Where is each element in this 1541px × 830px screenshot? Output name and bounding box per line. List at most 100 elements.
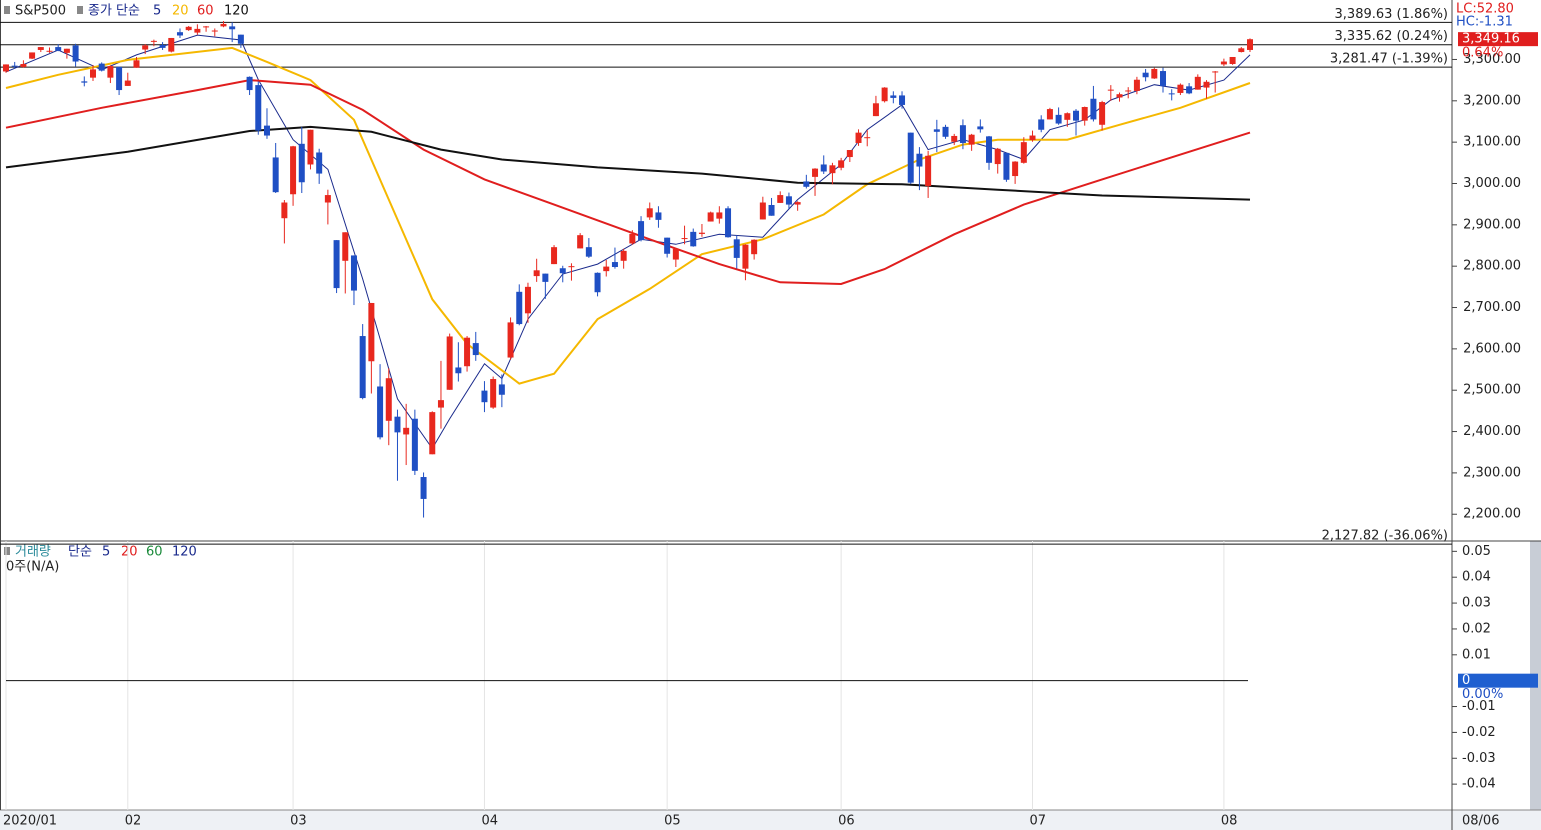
hc-label: HC:-1.31 bbox=[1456, 15, 1513, 30]
y-tick-label: 2,900.00 bbox=[1463, 217, 1521, 232]
change-label: 0.00% bbox=[1462, 687, 1503, 702]
candle-body bbox=[785, 196, 792, 205]
candle-body bbox=[933, 129, 940, 132]
reference-label: 3,389.63 (1.86%) bbox=[1335, 7, 1448, 22]
candle-body bbox=[994, 148, 1001, 165]
candle-body bbox=[350, 255, 357, 291]
y-tick-label: -0.01 bbox=[1462, 699, 1496, 714]
candle-body bbox=[672, 248, 679, 260]
candle-body bbox=[55, 47, 62, 51]
y-tick-label: 0.02 bbox=[1462, 621, 1491, 636]
ma-label: 단순 bbox=[68, 545, 92, 560]
candle-body bbox=[229, 26, 236, 30]
volume-title: 거래량 bbox=[15, 545, 51, 560]
candle-body bbox=[1160, 71, 1167, 86]
candle-body bbox=[490, 379, 497, 408]
candle-body bbox=[638, 221, 645, 241]
candle-body bbox=[1212, 71, 1219, 73]
y-tick-label: 0.03 bbox=[1462, 596, 1491, 611]
candle-body bbox=[838, 160, 845, 168]
candle-body bbox=[377, 386, 384, 438]
candle-body bbox=[1012, 161, 1019, 177]
candle-body bbox=[777, 195, 784, 203]
x-tick-label: 05 bbox=[664, 814, 681, 829]
candle-body bbox=[1029, 135, 1036, 141]
candle-body bbox=[116, 66, 123, 91]
candle-body bbox=[1046, 109, 1053, 120]
current-price-label: 3,349.16 bbox=[1462, 32, 1520, 47]
candle-body bbox=[498, 384, 505, 395]
candle-body bbox=[533, 270, 540, 277]
candle-body bbox=[72, 45, 79, 62]
candle-body bbox=[907, 132, 914, 183]
chart-title: S&P500 bbox=[15, 4, 66, 19]
candle-body bbox=[481, 390, 488, 403]
candle-body bbox=[11, 65, 18, 67]
candle-body bbox=[881, 87, 888, 102]
candle-body bbox=[81, 81, 88, 83]
candle-body bbox=[124, 80, 131, 86]
legend-icon bbox=[77, 6, 83, 14]
candle-body bbox=[820, 164, 827, 172]
candle-body bbox=[1090, 98, 1097, 120]
candle-body bbox=[307, 129, 314, 165]
reference-label: 2,127.82 (-36.06%) bbox=[1322, 529, 1448, 544]
y-tick-label: 3,100.00 bbox=[1463, 135, 1521, 150]
reference-label: 3,335.62 (0.24%) bbox=[1335, 29, 1448, 44]
legend-entry: 20 bbox=[172, 4, 189, 19]
candle-body bbox=[333, 240, 340, 289]
y-tick-label: 3,300.00 bbox=[1463, 52, 1521, 67]
candle-body bbox=[1229, 56, 1236, 65]
ma-label: 종가 단순 bbox=[88, 4, 140, 19]
candle-body bbox=[1064, 113, 1071, 120]
y-tick-label: 2,800.00 bbox=[1463, 259, 1521, 274]
candle-body bbox=[220, 23, 227, 27]
candle-body bbox=[611, 262, 618, 268]
candle-body bbox=[203, 26, 210, 28]
ma-line bbox=[5, 46, 1251, 385]
candle-body bbox=[263, 125, 270, 136]
x-tick-label: 06 bbox=[838, 814, 855, 829]
candle-body bbox=[855, 132, 862, 143]
candle-body bbox=[1081, 107, 1088, 121]
candle-body bbox=[725, 208, 732, 238]
candle-body bbox=[420, 477, 427, 499]
candle-body bbox=[1020, 142, 1027, 163]
candle-body bbox=[794, 202, 801, 205]
candle-body bbox=[829, 165, 836, 174]
candle-body bbox=[1194, 76, 1201, 90]
candle-body bbox=[507, 322, 514, 358]
candle-body bbox=[446, 336, 453, 390]
y-tick-label: 2,400.00 bbox=[1463, 424, 1521, 439]
candle-body bbox=[864, 137, 871, 139]
candle-body bbox=[1116, 94, 1123, 98]
legend-entry: 120 bbox=[224, 4, 249, 19]
candle-body bbox=[290, 146, 297, 195]
candle-body bbox=[237, 34, 244, 44]
candle-body bbox=[646, 208, 653, 218]
candle-body bbox=[925, 155, 932, 186]
y-tick-label: 3,200.00 bbox=[1463, 93, 1521, 108]
legend-entry: 5 bbox=[153, 4, 161, 19]
candle-body bbox=[185, 26, 192, 31]
legend-entry: 5 bbox=[102, 545, 110, 560]
candle-body bbox=[1151, 68, 1158, 79]
candle-body bbox=[1125, 90, 1132, 92]
candle-body bbox=[455, 367, 462, 374]
candle-body bbox=[846, 150, 853, 158]
candle-body bbox=[916, 153, 923, 167]
candle-body bbox=[899, 95, 906, 105]
candle-body bbox=[168, 37, 175, 52]
candle-body bbox=[272, 157, 279, 193]
candle-body bbox=[951, 135, 958, 142]
y-tick-label: -0.03 bbox=[1462, 751, 1496, 766]
legend-entry: 120 bbox=[172, 545, 197, 560]
change-label: 0.64% bbox=[1462, 46, 1503, 61]
candle-body bbox=[620, 250, 627, 261]
candle-body bbox=[437, 400, 444, 408]
candle-body bbox=[1003, 152, 1010, 180]
last-date: 08/06 bbox=[1462, 814, 1499, 829]
candle-body bbox=[20, 64, 27, 67]
